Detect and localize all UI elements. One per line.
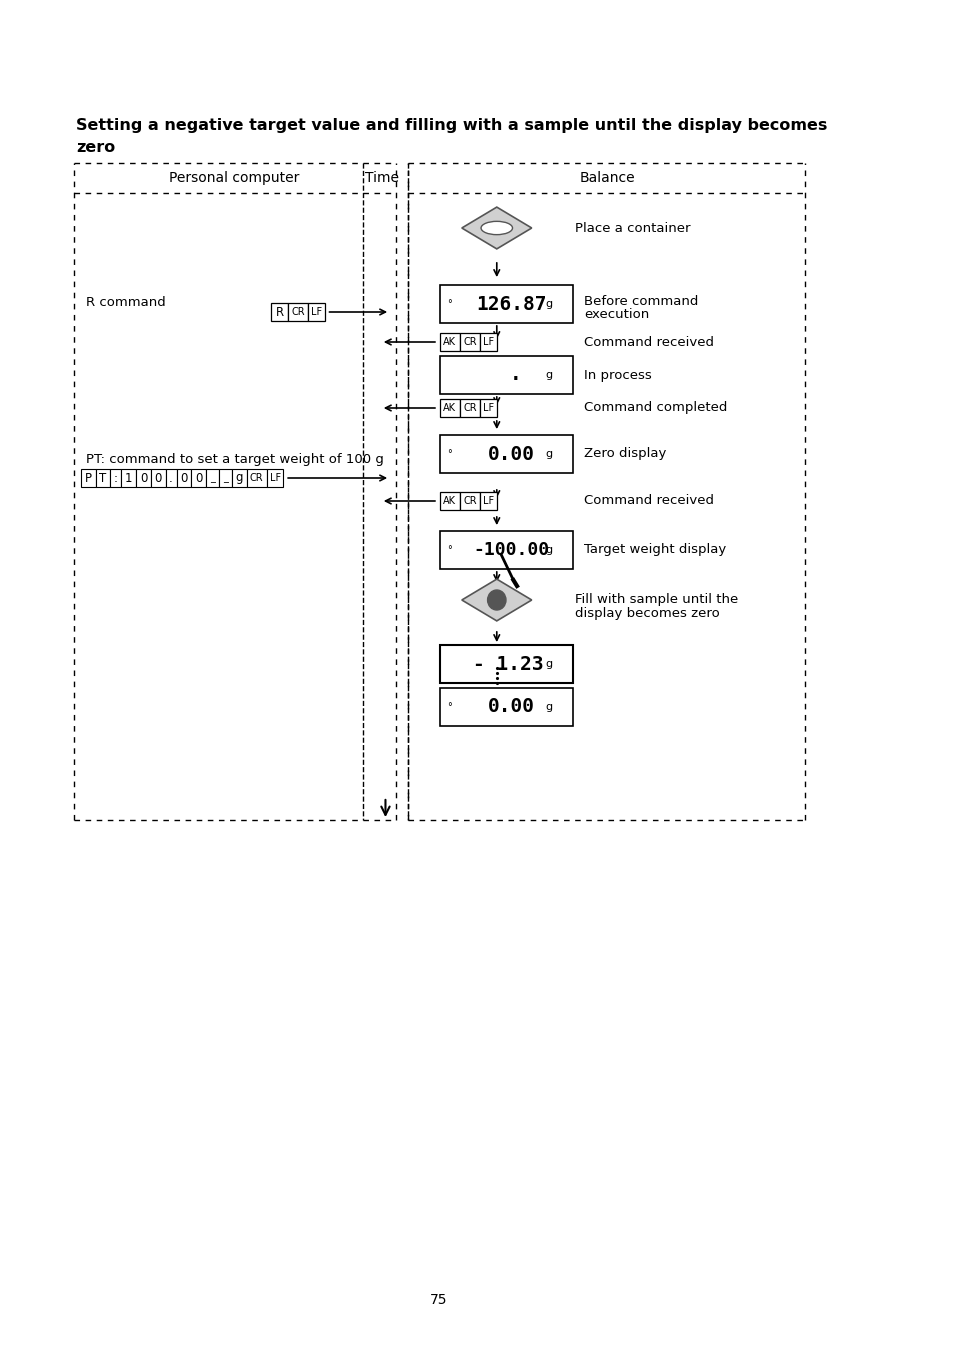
- Text: P: P: [85, 471, 91, 485]
- Text: g: g: [545, 659, 553, 669]
- Text: -100.00: -100.00: [473, 540, 549, 559]
- Text: zero: zero: [76, 141, 115, 155]
- Text: CR: CR: [463, 336, 476, 347]
- Circle shape: [487, 590, 505, 611]
- FancyBboxPatch shape: [176, 469, 192, 486]
- Text: g: g: [545, 370, 553, 380]
- Text: °: °: [447, 703, 452, 712]
- Text: 0.00: 0.00: [487, 444, 534, 463]
- Text: R command: R command: [86, 296, 165, 309]
- Text: .: .: [509, 366, 521, 385]
- FancyBboxPatch shape: [439, 285, 573, 323]
- Text: g: g: [545, 703, 553, 712]
- FancyBboxPatch shape: [439, 531, 573, 569]
- Text: Fill with sample until the: Fill with sample until the: [575, 593, 738, 607]
- Text: Place a container: Place a container: [575, 222, 690, 235]
- Text: _: _: [223, 473, 228, 484]
- Ellipse shape: [480, 222, 512, 235]
- Text: Zero display: Zero display: [583, 447, 666, 461]
- Text: Before command: Before command: [583, 295, 698, 308]
- FancyBboxPatch shape: [111, 469, 121, 486]
- FancyBboxPatch shape: [192, 469, 206, 486]
- FancyBboxPatch shape: [479, 399, 497, 417]
- Text: LF: LF: [482, 403, 494, 413]
- FancyBboxPatch shape: [95, 469, 111, 486]
- Text: 0.00: 0.00: [487, 697, 534, 716]
- Text: .: .: [169, 471, 172, 485]
- Text: In process: In process: [583, 369, 651, 381]
- FancyBboxPatch shape: [232, 469, 246, 486]
- Text: g: g: [545, 449, 553, 459]
- Text: LF: LF: [311, 307, 322, 317]
- Text: LF: LF: [482, 336, 494, 347]
- FancyBboxPatch shape: [219, 469, 232, 486]
- Text: g: g: [235, 471, 243, 485]
- Text: Command received: Command received: [583, 494, 714, 508]
- Text: CR: CR: [291, 307, 305, 317]
- Text: CR: CR: [250, 473, 263, 484]
- Text: execution: execution: [583, 308, 649, 322]
- Text: Command received: Command received: [583, 335, 714, 349]
- Text: 0: 0: [154, 471, 162, 485]
- Text: AK: AK: [443, 403, 456, 413]
- Text: Personal computer: Personal computer: [170, 172, 299, 185]
- FancyBboxPatch shape: [166, 469, 176, 486]
- FancyBboxPatch shape: [439, 492, 459, 509]
- Text: PT: command to set a target weight of 100 g: PT: command to set a target weight of 10…: [86, 454, 383, 466]
- FancyBboxPatch shape: [439, 399, 459, 417]
- Text: AK: AK: [443, 496, 456, 507]
- Text: °: °: [447, 449, 452, 459]
- Text: CR: CR: [463, 496, 476, 507]
- Text: 0: 0: [194, 471, 202, 485]
- FancyBboxPatch shape: [288, 303, 308, 322]
- Polygon shape: [461, 580, 531, 621]
- Text: T: T: [99, 471, 107, 485]
- Polygon shape: [461, 207, 531, 249]
- Text: 75: 75: [430, 1293, 447, 1306]
- FancyBboxPatch shape: [308, 303, 324, 322]
- FancyBboxPatch shape: [439, 688, 573, 725]
- FancyBboxPatch shape: [206, 469, 219, 486]
- Text: °: °: [447, 544, 452, 555]
- FancyBboxPatch shape: [459, 492, 479, 509]
- Text: g: g: [545, 299, 553, 309]
- Text: Command completed: Command completed: [583, 401, 727, 415]
- Text: CR: CR: [463, 403, 476, 413]
- Text: - 1.23: - 1.23: [473, 654, 543, 674]
- FancyBboxPatch shape: [439, 435, 573, 473]
- FancyBboxPatch shape: [246, 469, 267, 486]
- FancyBboxPatch shape: [151, 469, 166, 486]
- Text: R: R: [275, 305, 283, 319]
- FancyBboxPatch shape: [459, 332, 479, 351]
- FancyBboxPatch shape: [479, 332, 497, 351]
- FancyBboxPatch shape: [121, 469, 136, 486]
- Text: Setting a negative target value and filling with a sample until the display beco: Setting a negative target value and fill…: [76, 118, 827, 132]
- Text: 0: 0: [180, 471, 188, 485]
- FancyBboxPatch shape: [459, 399, 479, 417]
- Text: display becomes zero: display becomes zero: [575, 607, 719, 620]
- Text: AK: AK: [443, 336, 456, 347]
- Text: Target weight display: Target weight display: [583, 543, 725, 557]
- FancyBboxPatch shape: [439, 332, 459, 351]
- Text: LF: LF: [270, 473, 280, 484]
- Text: g: g: [545, 544, 553, 555]
- Text: _: _: [210, 473, 214, 484]
- FancyBboxPatch shape: [439, 644, 573, 684]
- FancyBboxPatch shape: [439, 357, 573, 394]
- Text: Time: Time: [364, 172, 398, 185]
- Text: Balance: Balance: [578, 172, 635, 185]
- FancyBboxPatch shape: [271, 303, 288, 322]
- Text: LF: LF: [482, 496, 494, 507]
- FancyBboxPatch shape: [267, 469, 283, 486]
- FancyBboxPatch shape: [136, 469, 151, 486]
- FancyBboxPatch shape: [81, 469, 95, 486]
- Text: 0: 0: [140, 471, 147, 485]
- Text: °: °: [447, 299, 452, 309]
- Text: 126.87: 126.87: [476, 295, 546, 313]
- Text: :: :: [113, 471, 118, 485]
- FancyBboxPatch shape: [479, 492, 497, 509]
- Text: 1: 1: [125, 471, 132, 485]
